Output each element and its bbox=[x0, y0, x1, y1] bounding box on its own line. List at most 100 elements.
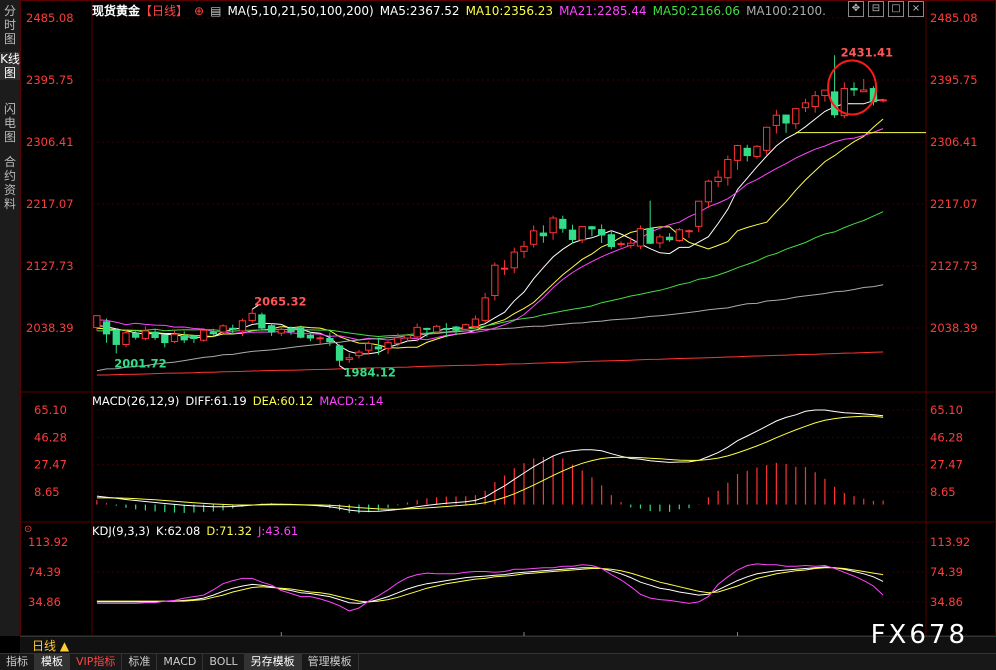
candle-body bbox=[481, 297, 489, 321]
macd-value: MACD:2.14 bbox=[319, 394, 384, 408]
kdj-axis-label-left: 34.86 bbox=[28, 595, 61, 609]
time-axis-label: 2024/02 bbox=[259, 634, 305, 636]
add-icon[interactable]: ⊕ bbox=[194, 4, 205, 18]
kdj-axis-label-left: 74.39 bbox=[28, 565, 61, 579]
macd-axis-label-right: 8.65 bbox=[930, 485, 956, 499]
candle-body bbox=[491, 264, 499, 297]
candle-body bbox=[530, 230, 538, 245]
low-label-2: 1984.12 bbox=[344, 366, 396, 380]
candle-body bbox=[209, 331, 217, 335]
candle-body bbox=[782, 114, 790, 124]
tab-kline[interactable]: K线图 bbox=[0, 52, 20, 80]
candle-body bbox=[277, 329, 285, 334]
candle-body bbox=[306, 334, 315, 339]
ma100-value: MA100:2100. bbox=[746, 4, 826, 18]
kdj-d: D:71.32 bbox=[206, 524, 253, 538]
candle-body bbox=[685, 230, 693, 233]
kdj-axis-label-right: 113.92 bbox=[930, 535, 970, 549]
macd-label-bar: MACD(26,12,9) DIFF:61.19 DEA:60.12 MACD:2.1… bbox=[92, 394, 389, 408]
kdj-d-line bbox=[96, 567, 884, 603]
macd-diff-line bbox=[96, 409, 884, 512]
price-axis-label-right: 2038.39 bbox=[930, 321, 978, 335]
candle-body bbox=[190, 335, 198, 340]
ma-line-ma50 bbox=[96, 211, 884, 338]
candle-body bbox=[510, 251, 518, 269]
ma5-value: MA5:2367.52 bbox=[379, 4, 460, 18]
candle-body bbox=[413, 326, 421, 338]
candle-body bbox=[743, 147, 751, 157]
candle-body bbox=[724, 158, 732, 179]
moving-average-lines bbox=[96, 99, 884, 376]
period-badge: 【日线】 bbox=[140, 4, 189, 18]
candle-body bbox=[811, 95, 819, 107]
bottom-tab-bar: 指标 模板 VIP指标 标准 MACD BOLL 另存模板 管理模板 bbox=[0, 653, 996, 670]
ma-line-ma200 bbox=[96, 351, 884, 376]
candle-body bbox=[617, 243, 625, 246]
tab-indicators[interactable]: 指标 bbox=[0, 654, 35, 670]
macd-axis-label-right: 46.28 bbox=[930, 430, 963, 444]
high-label-1: 2431.41 bbox=[841, 45, 893, 59]
chart-type-icon[interactable]: ▤ bbox=[210, 4, 222, 18]
candle-body bbox=[520, 245, 528, 252]
tab-templates[interactable]: 模板 bbox=[35, 654, 70, 670]
candle-body bbox=[267, 325, 276, 333]
period-selector[interactable]: 日线 ▲ bbox=[32, 639, 70, 653]
candle-body bbox=[384, 342, 392, 349]
candle-body bbox=[229, 327, 237, 330]
ma-params: MA(5,10,21,50,100,200) bbox=[227, 4, 374, 18]
candle-body bbox=[665, 236, 674, 241]
candle-body bbox=[403, 334, 412, 339]
tab-save-template[interactable]: 另存模板 bbox=[244, 654, 302, 670]
price-axis-label-right: 2217.07 bbox=[930, 197, 978, 211]
time-axis-label: 2024/03 bbox=[502, 634, 548, 636]
candle-body bbox=[355, 351, 363, 357]
side-tab-bar: 分时图 K线图 闪电图 合约资料 bbox=[0, 0, 21, 636]
candle-body bbox=[316, 337, 324, 340]
tab-contract-info[interactable]: 合约资料 bbox=[3, 155, 16, 211]
candle-body bbox=[656, 236, 664, 244]
tab-vip-indicators[interactable]: VIP指标 bbox=[70, 654, 123, 670]
tab-flash[interactable]: 闪电图 bbox=[3, 102, 16, 144]
candle-body bbox=[695, 200, 703, 227]
tab-boll[interactable]: BOLL bbox=[203, 654, 245, 670]
candle-body bbox=[471, 318, 480, 328]
kdj-settings-icon[interactable]: ⊙ bbox=[24, 524, 33, 535]
candle-body bbox=[627, 242, 635, 247]
tab-macd[interactable]: MACD bbox=[157, 654, 204, 670]
tab-manage-templates[interactable]: 管理模板 bbox=[302, 654, 359, 670]
chart-title-bar: 现货黄金【日线】 ⊕ ▤ MA(5,10,21,50,100,200) MA5:2367… bbox=[92, 2, 832, 18]
price-axis-label-right: 2395.75 bbox=[930, 73, 978, 87]
candle-body bbox=[93, 315, 101, 329]
candle-body bbox=[840, 88, 848, 117]
close-icon[interactable]: × bbox=[908, 1, 924, 17]
macd-axis-label-left: 27.47 bbox=[34, 458, 67, 472]
candle-body bbox=[335, 345, 344, 361]
candle-body bbox=[801, 102, 810, 109]
price-axis-label-left: 2217.07 bbox=[26, 197, 74, 211]
candle-body bbox=[102, 321, 111, 335]
candle-body bbox=[345, 357, 353, 360]
time-axis: 2024/02 2024/03 2024/04 bbox=[259, 632, 761, 636]
high-2-pointer bbox=[251, 304, 259, 310]
candle-body bbox=[432, 325, 441, 333]
expand-icon[interactable]: ✥ bbox=[848, 1, 864, 17]
candle-body bbox=[122, 332, 130, 346]
macd-diff: DIFF:61.19 bbox=[185, 394, 247, 408]
chart-canvas[interactable]: 2038.39 2038.39 2127.73 2127.73 2217.07 2217.… bbox=[20, 0, 996, 636]
price-axis-label-left: 2485.08 bbox=[26, 11, 74, 25]
maximize-icon[interactable]: □ bbox=[888, 1, 904, 17]
tab-time-share[interactable]: 分时图 bbox=[3, 4, 16, 46]
candle-body bbox=[549, 217, 557, 234]
high-label-2: 2065.32 bbox=[254, 294, 306, 308]
instrument-name: 现货黄金 bbox=[92, 4, 141, 18]
kdj-k-line bbox=[96, 566, 884, 604]
price-axis-label-left: 2127.73 bbox=[26, 259, 74, 273]
shrink-icon[interactable]: ⊟ bbox=[868, 1, 884, 17]
candle-body bbox=[151, 331, 159, 339]
candle-body bbox=[442, 327, 450, 331]
macd-axis-label-left: 46.28 bbox=[34, 430, 67, 444]
highlight-circle bbox=[827, 59, 878, 116]
ma-line-ma10 bbox=[96, 118, 884, 349]
kdj-label-bar: KDJ(9,3,3) K:62.08 D:71.32 J:43.61 bbox=[92, 524, 304, 538]
tab-standard[interactable]: 标准 bbox=[122, 654, 158, 670]
